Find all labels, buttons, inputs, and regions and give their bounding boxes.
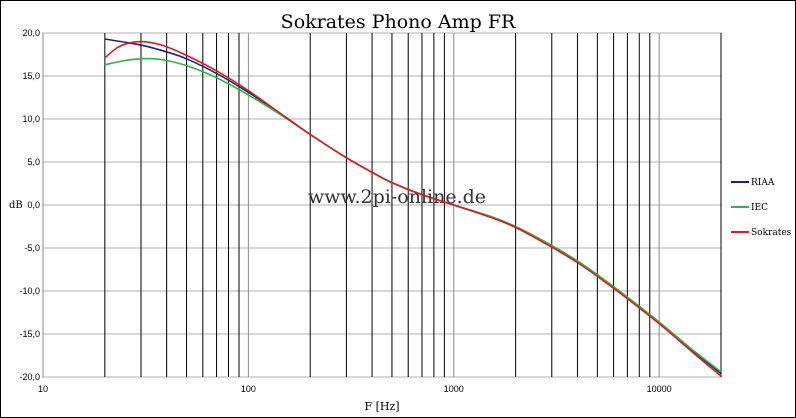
x-tick-label: 10 [38,384,48,394]
legend-label: Sokrates [751,228,792,238]
y-tick-label: 20,0 [22,28,40,38]
legend-label: IEC [751,203,768,213]
x-axis-label: F [Hz] [364,400,399,413]
y-tick-label: 15,0 [22,71,40,81]
chart-title: Sokrates Phono Amp FR [281,11,516,33]
watermark-text: www.2pi-online.de [308,186,486,208]
x-tick-label: 100 [241,384,256,394]
y-tick-label: -10,0 [19,286,40,296]
y-tick-label: -20,0 [19,372,40,382]
y-axis-label: dB [9,200,23,211]
y-tick-label: -5,0 [24,243,40,253]
y-tick-label: 5,0 [27,157,40,167]
x-tick-label: 1000 [444,384,464,394]
y-tick-label: 0,0 [27,200,40,210]
x-tick-label: 10000 [647,384,672,394]
legend-label: RIAA [751,178,775,188]
legend: RIAA IEC Sokrates [731,178,792,238]
grid-lines [42,32,722,378]
y-tick-label: -15,0 [19,329,40,339]
y-tick-label: 10,0 [22,114,40,124]
tick-labels: 20,0 15,0 10,0 5,0 0,0 -5,0 -10,0 -15,0 -20,0 10 1… [19,28,671,394]
series-lines [104,38,722,377]
series-line-sokrates [104,40,722,377]
